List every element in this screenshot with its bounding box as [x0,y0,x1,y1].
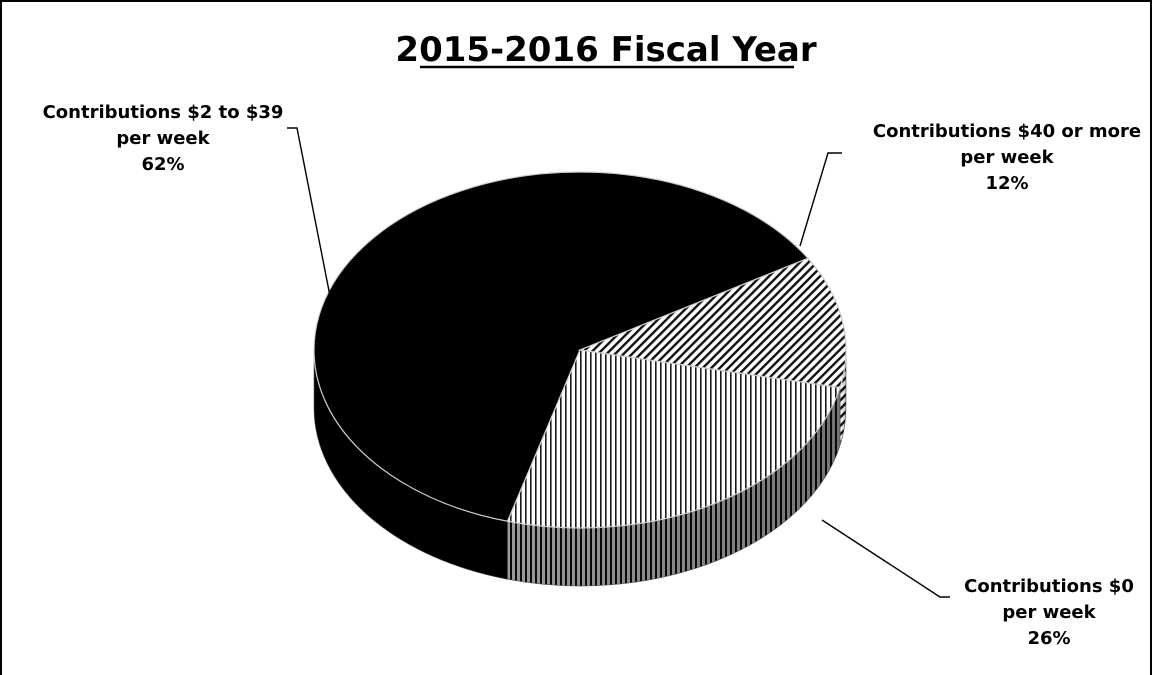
slice-label-0-line-0: Contributions $2 to $39 [43,102,284,123]
slice-label-0-line-1: per week [116,128,210,149]
slice-percent-label-2: 26% [1027,628,1070,649]
leader-line-1 [799,152,842,247]
slice-label-1-line-1: per week [960,147,1054,168]
slice-percent-label-0: 62% [141,154,184,175]
slice-label-1-line-0: Contributions $40 or more [873,121,1141,142]
pie-side-shade-2 [507,387,840,586]
slice-label-2-line-0: Contributions $0 [964,576,1134,597]
pie-slice-1 [577,257,847,389]
slice-percent-label-1: 12% [985,173,1028,194]
pie-side-shade-0 [314,350,508,580]
slice-labels: Contributions $2 to $39 per week 62% Contri… [43,102,1142,649]
pie-slices [313,171,847,587]
pie-side-shade-1 [839,350,846,446]
slice-label-2-line-1: per week [1002,602,1096,623]
leader-line-2 [821,519,950,598]
pie-slice-0 [313,171,810,522]
pie-slice-2 [506,349,841,529]
leader-line-0 [287,127,331,297]
chart-title: 2015-2016 Fiscal Year [395,30,816,70]
